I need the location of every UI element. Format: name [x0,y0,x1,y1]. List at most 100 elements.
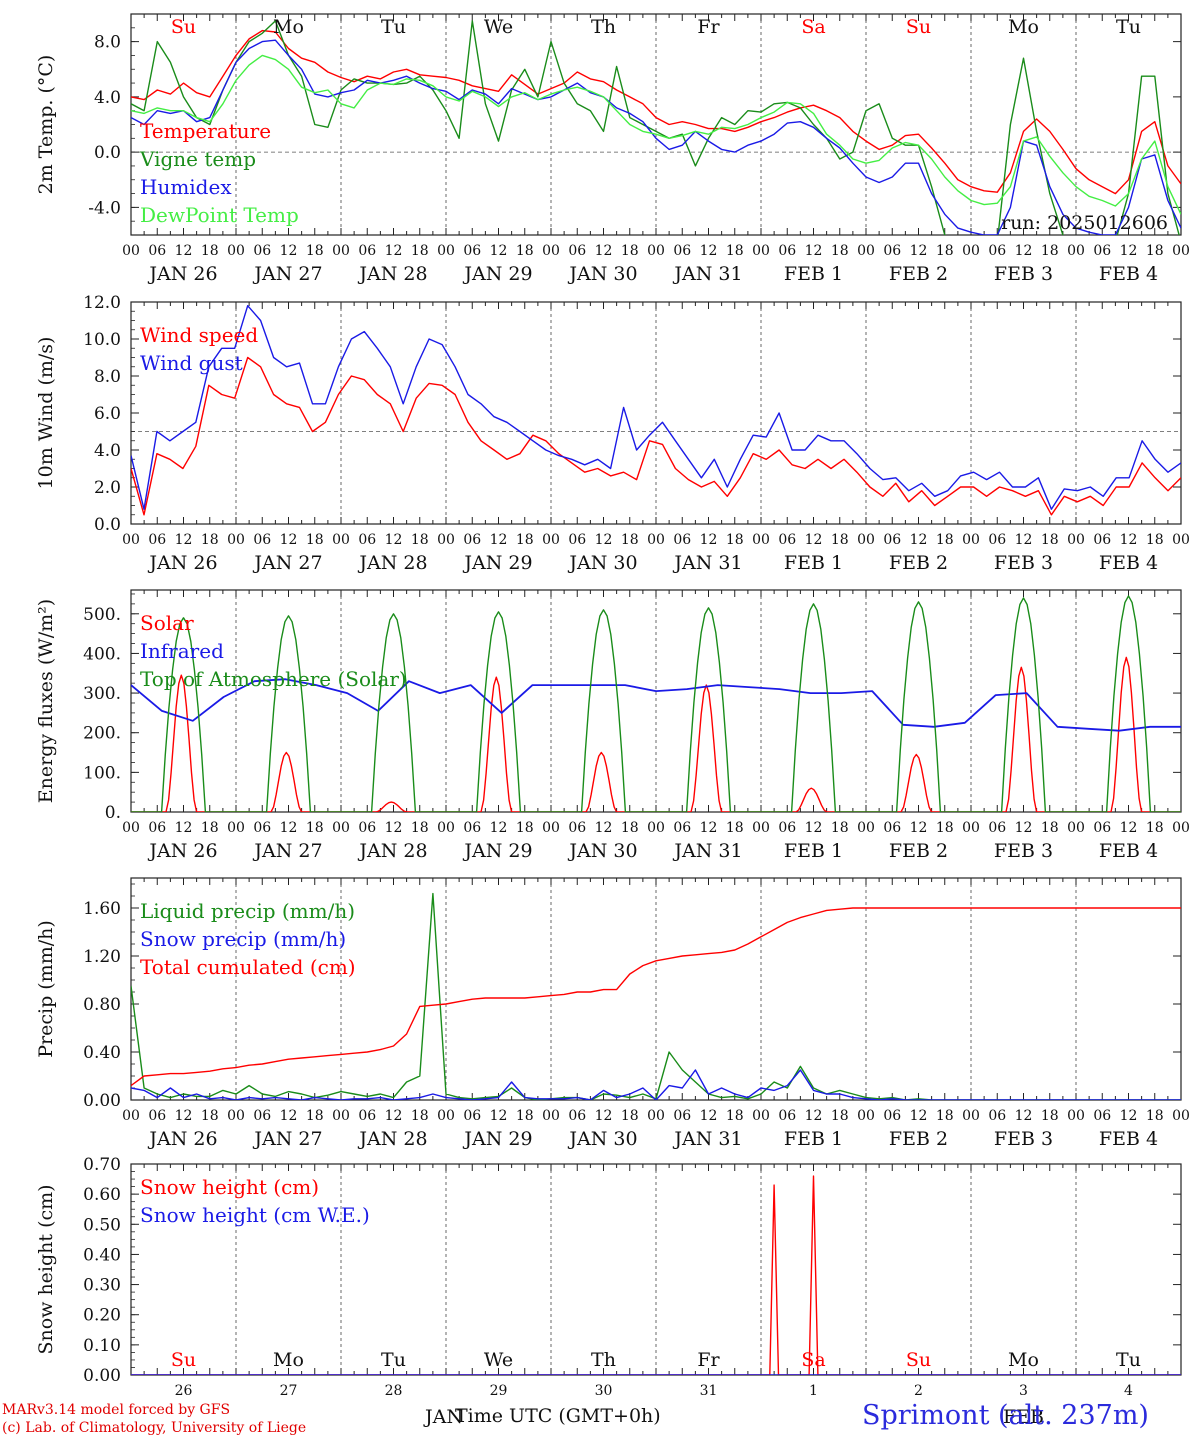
date-label: FEB 3 [994,1128,1053,1150]
day-number: 30 [595,1383,613,1399]
hour-label: 18 [621,243,639,259]
series-line [131,892,1181,1100]
date-label: FEB 3 [994,263,1053,285]
date-label: JAN 28 [357,840,427,862]
hour-label: 00 [752,820,770,836]
legend-entry: Infrared [140,639,224,663]
hour-label: 00 [647,532,665,548]
hour-label: 00 [332,243,350,259]
legend-entry: Top of Atmosphere (Solar) [140,667,407,691]
hour-label: 12 [175,532,193,548]
hour-label: 00 [962,532,980,548]
day-number: 2 [914,1383,923,1399]
panel-2: 0.0 2.0 4.0 6.0 8.0 10.0 12.0 10m Wind (m/s) Win… [35,293,1190,574]
day-number: 29 [490,1383,508,1399]
hour-label: 18 [1146,243,1164,259]
hour-label: 12 [280,820,298,836]
y-tick-label: 0.0 [94,143,121,163]
hour-label: 06 [148,1108,166,1124]
hour-label: 12 [1015,1108,1033,1124]
hour-label: 00 [227,1108,245,1124]
date-label: FEB 2 [889,840,948,862]
hour-label: 00 [227,532,245,548]
hour-label: 06 [568,532,586,548]
hour-label: 06 [883,1108,901,1124]
hour-label: 12 [385,243,403,259]
hour-label: 00 [332,820,350,836]
hour-label: 00 [227,243,245,259]
weekday-label: Su [171,1349,196,1371]
series-line [131,907,1181,1087]
hour-label: 00 [962,243,980,259]
legend-entry: Liquid precip (mm/h) [140,899,355,923]
y-tick-label: 0. [105,803,121,823]
hour-label: 00 [1172,820,1190,836]
hour-label: 06 [463,532,481,548]
date-label: JAN 29 [462,263,532,285]
hour-label: 12 [490,243,508,259]
hour-label: 06 [148,243,166,259]
hour-label: 18 [936,1108,954,1124]
station-name: Sprimont (alt. 237m) [862,1400,1149,1431]
hour-label: 18 [936,820,954,836]
hour-label: 00 [332,532,350,548]
date-label: FEB 3 [994,840,1053,862]
month-label: JAN [423,1406,463,1428]
day-number: 4 [1124,1383,1133,1399]
y-tick-label: 0.40 [83,1043,121,1063]
y-tick-label: 2.0 [94,478,121,498]
weekday-label: Tu [1116,1349,1141,1371]
hour-label: 00 [437,1108,455,1124]
date-label: JAN 28 [357,552,427,574]
hour-label: 06 [883,532,901,548]
hour-label: 00 [647,820,665,836]
hour-label: 18 [1146,820,1164,836]
y-tick-label: 0.00 [83,1366,121,1386]
hour-label: 06 [673,820,691,836]
hour-label: 18 [516,532,534,548]
y-tick-label: 100. [83,763,121,783]
weekday-label: Mo [1008,1349,1039,1371]
y-tick-label: 0.40 [83,1245,121,1265]
y-tick-label: 300. [83,684,121,704]
hour-label: 00 [1172,243,1190,259]
hour-label: 12 [175,820,193,836]
hour-label: 12 [175,1108,193,1124]
series-line [131,39,1181,235]
hour-label: 06 [988,532,1006,548]
hour-label: 18 [726,820,744,836]
hour-label: 00 [857,820,875,836]
hour-label: 00 [437,243,455,259]
y-axis-label: 10m Wind (m/s) [35,337,57,490]
y-tick-label: 0.70 [83,1155,121,1175]
hour-label: 18 [1041,532,1059,548]
y-tick-label: 0.30 [83,1276,121,1296]
date-label: JAN 27 [252,840,322,862]
weekday-label: Fr [697,1349,720,1371]
date-label: JAN 27 [252,263,322,285]
y-axis-label: Snow height (cm) [35,1184,57,1354]
series-line [131,595,1181,812]
weekday-label: Th [591,1349,616,1371]
hour-label: 06 [148,532,166,548]
hour-label: 00 [122,1108,140,1124]
hour-label: 06 [148,820,166,836]
hour-label: 00 [227,820,245,836]
series-line [131,656,1181,812]
date-label: JAN 29 [462,552,532,574]
date-label: FEB 4 [1099,263,1158,285]
hour-label: 06 [883,243,901,259]
hour-label: 18 [621,1108,639,1124]
y-tick-label: 8.0 [94,33,121,53]
date-label: FEB 2 [889,552,948,574]
weekday-label: Su [171,16,196,38]
hour-label: 18 [1041,243,1059,259]
hour-label: 00 [1067,243,1085,259]
date-label: JAN 28 [357,1128,427,1150]
hour-label: 06 [1093,532,1111,548]
hour-label: 12 [490,1108,508,1124]
hour-label: 12 [385,1108,403,1124]
date-label: JAN 26 [147,552,217,574]
hour-label: 18 [411,820,429,836]
hour-label: 06 [253,1108,271,1124]
